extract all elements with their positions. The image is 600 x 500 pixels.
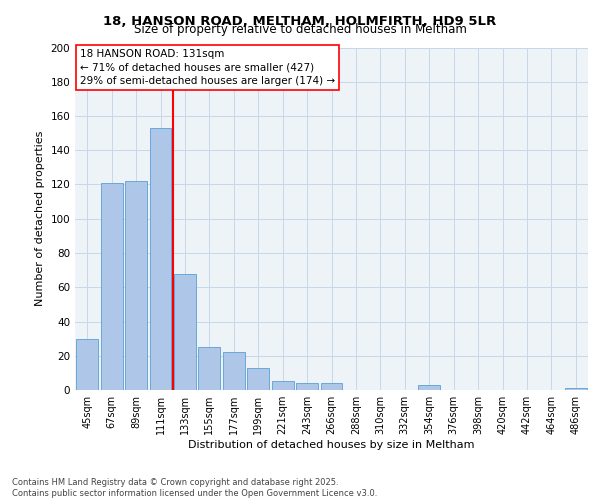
Text: Size of property relative to detached houses in Meltham: Size of property relative to detached ho… xyxy=(134,22,466,36)
Bar xyxy=(174,274,196,390)
Text: Contains HM Land Registry data © Crown copyright and database right 2025.
Contai: Contains HM Land Registry data © Crown c… xyxy=(12,478,377,498)
Bar xyxy=(247,368,269,390)
Bar xyxy=(296,383,318,390)
Bar xyxy=(199,347,220,390)
Bar xyxy=(418,385,440,390)
Bar xyxy=(149,128,172,390)
Bar xyxy=(125,181,147,390)
Bar xyxy=(565,388,587,390)
Text: 18 HANSON ROAD: 131sqm
← 71% of detached houses are smaller (427)
29% of semi-de: 18 HANSON ROAD: 131sqm ← 71% of detached… xyxy=(80,49,335,86)
Text: 18, HANSON ROAD, MELTHAM, HOLMFIRTH, HD9 5LR: 18, HANSON ROAD, MELTHAM, HOLMFIRTH, HD9… xyxy=(103,15,497,28)
Bar xyxy=(101,183,122,390)
Bar xyxy=(272,382,293,390)
Bar xyxy=(76,338,98,390)
X-axis label: Distribution of detached houses by size in Meltham: Distribution of detached houses by size … xyxy=(188,440,475,450)
Y-axis label: Number of detached properties: Number of detached properties xyxy=(35,131,45,306)
Bar xyxy=(320,383,343,390)
Bar xyxy=(223,352,245,390)
